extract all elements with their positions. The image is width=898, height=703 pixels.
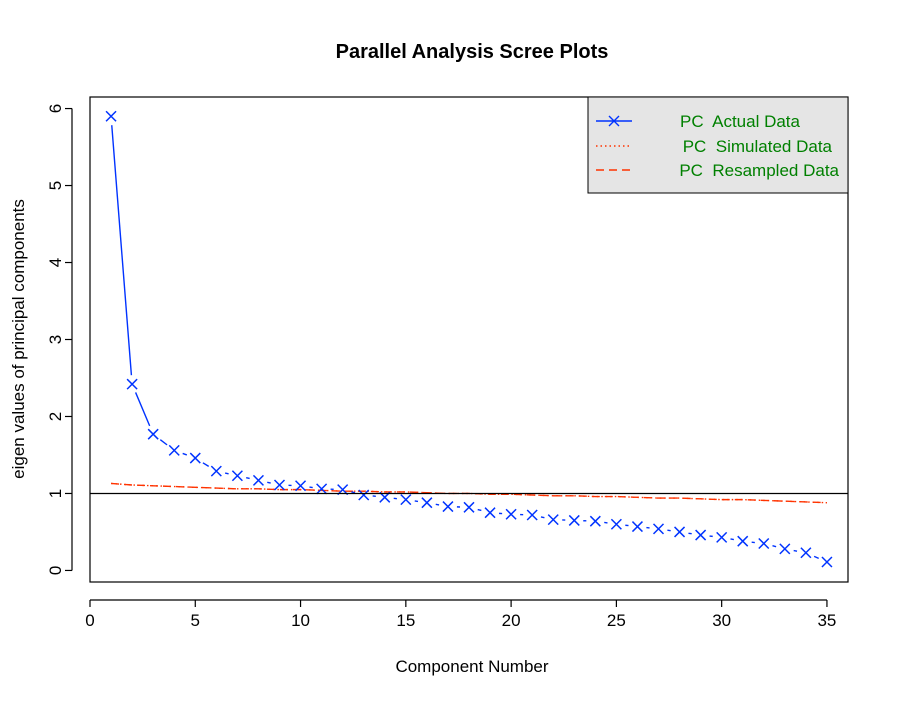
actual-data-point	[210, 465, 222, 477]
actual-data-point	[716, 531, 728, 543]
x-tick-label: 15	[396, 611, 415, 630]
actual-data-point	[252, 474, 264, 486]
y-axis-label: eigen values of principal components	[9, 199, 28, 479]
actual-data-segment	[224, 472, 229, 475]
actual-data-point	[126, 378, 138, 390]
x-tick-label: 0	[85, 611, 94, 630]
actual-data-point	[821, 556, 833, 568]
actual-data-segment	[477, 508, 482, 512]
actual-data-segment	[111, 125, 133, 376]
actual-data-point	[589, 515, 601, 527]
y-tick-label: 0	[46, 566, 65, 575]
actual-data-point	[400, 494, 412, 506]
actual-data-segment	[435, 503, 440, 506]
y-tick-label: 5	[46, 181, 65, 190]
actual-data-point	[273, 479, 286, 491]
actual-data-point	[463, 501, 475, 513]
actual-data-point	[231, 470, 243, 482]
y-tick-label: 4	[46, 258, 65, 267]
actual-data-point	[526, 509, 538, 521]
actual-data-segment	[267, 481, 271, 484]
x-tick-label: 30	[712, 611, 731, 630]
actual-data-segment	[813, 555, 819, 560]
actual-data-point	[547, 514, 559, 526]
actual-data-point	[505, 508, 517, 520]
actual-data-segment	[772, 545, 777, 548]
actual-data-point	[674, 526, 686, 538]
actual-data-point	[568, 514, 580, 526]
actual-data-segment	[793, 549, 798, 552]
y-tick-label: 6	[46, 104, 65, 113]
legend: PC Actual Data PC Simulated Data PC Resa…	[587, 96, 849, 194]
actual-data-point	[631, 521, 643, 533]
actual-data-segment	[182, 452, 188, 456]
y-tick-label: 3	[46, 335, 65, 344]
actual-data-point	[737, 535, 749, 547]
x-tick-label: 5	[191, 611, 200, 630]
legend-marker-actual	[608, 115, 620, 127]
actual-data-segment	[540, 516, 545, 519]
actual-data-segment	[351, 491, 356, 494]
actual-data-point	[421, 497, 433, 509]
x-tick-label: 10	[291, 611, 310, 630]
legend-label-actual: PC Actual Data	[680, 112, 801, 131]
actual-data-segment	[246, 477, 250, 480]
actual-data-point	[695, 529, 707, 541]
legend-label-resampled: PC Resampled Data	[679, 161, 839, 180]
actual-data-point	[800, 547, 812, 559]
actual-data-segment	[134, 392, 151, 427]
actual-data-point	[652, 523, 665, 535]
actual-data-point	[168, 444, 180, 456]
y-tick-label: 1	[46, 489, 65, 498]
actual-data-point	[295, 480, 307, 492]
x-tick-label: 20	[502, 611, 521, 630]
actual-data-point	[189, 452, 201, 464]
y-tick-label: 2	[46, 412, 65, 421]
legend-box	[587, 96, 849, 194]
actual-data-point	[105, 110, 117, 122]
actual-data-segment	[159, 439, 168, 446]
x-tick-label: 25	[607, 611, 626, 630]
y-axis: 0 1 2 3 4 5 6	[46, 104, 73, 575]
actual-data-point	[147, 428, 159, 440]
legend-label-simulated: PC Simulated Data	[683, 137, 833, 156]
actual-data-point	[610, 518, 622, 530]
x-tick-label: 35	[817, 611, 836, 630]
actual-data-point	[316, 483, 328, 495]
actual-data-point	[779, 543, 791, 555]
chart-title: Parallel Analysis Scree Plots	[336, 41, 609, 63]
x-axis-label: Component Number	[395, 657, 548, 676]
x-axis: 0 5 10 15 20 25 30 35	[85, 599, 836, 630]
actual-data-point	[358, 489, 370, 501]
actual-data-point	[758, 537, 770, 550]
actual-data-point	[442, 501, 454, 513]
actual-data-segment	[202, 462, 210, 467]
actual-data-segment	[730, 538, 734, 541]
plot-frame	[89, 96, 849, 583]
actual-data-point	[484, 507, 496, 519]
